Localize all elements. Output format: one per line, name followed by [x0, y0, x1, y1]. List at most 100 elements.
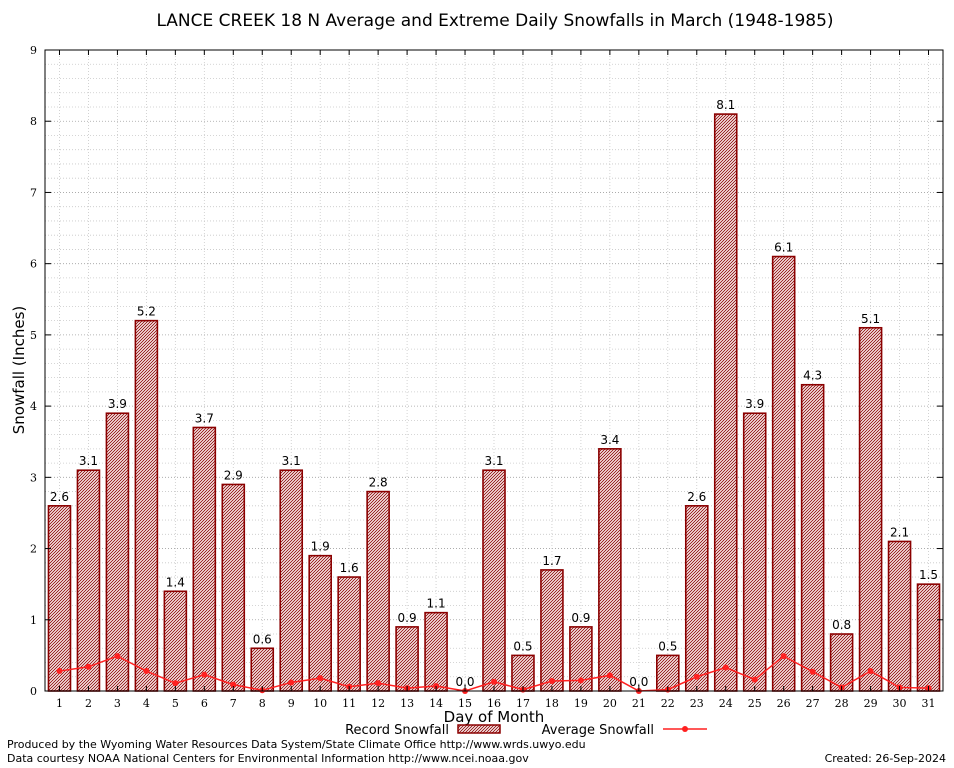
bar	[337, 576, 361, 692]
bar	[800, 383, 825, 692]
bar-value-label: 2.8	[369, 476, 388, 490]
bar	[366, 490, 390, 692]
bar-value-label: 1.4	[166, 575, 185, 589]
x-tick-label: 16	[487, 697, 501, 710]
legend-average-label: Average Snowfall	[542, 723, 654, 738]
bar	[279, 469, 304, 692]
x-tick-label: 1	[56, 697, 63, 710]
bar-value-label: 3.1	[79, 454, 98, 468]
bar-value-label: 2.9	[224, 468, 243, 482]
bar	[742, 412, 767, 692]
bar-value-label: 1.6	[340, 561, 359, 575]
bar	[771, 255, 796, 692]
bar-value-label: 0.9	[398, 611, 417, 625]
average-point	[114, 653, 121, 660]
x-tick-label: 14	[429, 697, 443, 710]
bar	[395, 626, 419, 692]
x-tick-label: 15	[458, 697, 472, 710]
x-tick-label: 12	[371, 697, 385, 710]
plot-frame	[44, 49, 944, 692]
bar-value-label: 1.7	[542, 554, 561, 568]
average-point	[693, 673, 700, 680]
bar-value-label: 3.7	[195, 411, 214, 425]
average-point	[375, 680, 382, 687]
average-point	[809, 668, 816, 675]
x-tick-label: 24	[719, 697, 733, 710]
bar-value-labels: 2.6 3.1 3.9 5.2 1.4 3.7 2.9 0.6 3.1 1.9 1.6 2.8 0.9 1…	[50, 98, 938, 689]
y-tick-label: 6	[30, 258, 37, 271]
bar	[192, 426, 217, 692]
legend-average-marker	[682, 726, 688, 732]
y-tick-label: 4	[30, 400, 37, 413]
y-tick-label: 7	[30, 186, 37, 199]
average-point	[577, 677, 584, 684]
bar-value-label: 0.8	[832, 618, 851, 632]
x-tick-label: 8	[259, 697, 266, 710]
bar	[482, 469, 506, 692]
bar	[308, 554, 332, 692]
bar	[250, 647, 275, 692]
average-point	[201, 671, 208, 678]
average-point	[751, 676, 758, 683]
bar	[163, 590, 188, 692]
bar-value-label: 3.9	[108, 397, 127, 411]
y-tick-label: 1	[30, 614, 37, 627]
bar	[916, 583, 941, 692]
bar	[221, 483, 246, 692]
x-tick-label: 26	[777, 697, 791, 710]
x-tick-label: 6	[201, 697, 208, 710]
y-tick-label: 0	[30, 685, 37, 698]
y-axis-label: Snowfall (Inches)	[10, 306, 28, 434]
bar	[887, 540, 912, 692]
x-tick-label: 22	[661, 697, 675, 710]
average-point	[780, 653, 787, 660]
x-tick-label: 28	[835, 697, 849, 710]
average-point	[143, 668, 150, 675]
bar-value-label: 0.5	[658, 639, 677, 653]
bar	[598, 448, 622, 692]
x-tick-label: 4	[143, 697, 150, 710]
x-tick-label: 29	[864, 697, 878, 710]
bar-value-label: 0.6	[253, 632, 272, 646]
average-point	[317, 675, 324, 682]
bar-value-label: 0.9	[571, 611, 590, 625]
bar-value-label: 1.9	[311, 540, 330, 554]
x-tick-label: 30	[893, 697, 907, 710]
y-tick-label: 5	[30, 329, 37, 342]
footer-data-courtesy: Data courtesy NOAA National Centers for …	[7, 752, 529, 765]
bar	[713, 113, 738, 692]
bar-value-label: 0.0	[629, 675, 648, 689]
legend-record-label: Record Snowfall	[345, 723, 449, 738]
x-tick-label: 9	[288, 697, 295, 710]
bar-value-label: 1.5	[919, 568, 938, 582]
y-tick-label: 2	[30, 543, 37, 556]
bar	[134, 319, 159, 692]
bar	[540, 569, 564, 692]
bar-value-label: 0.0	[455, 675, 474, 689]
footer-produced-by: Produced by the Wyoming Water Resources …	[7, 738, 586, 751]
y-tick-label: 3	[30, 471, 37, 484]
average-point	[722, 664, 729, 671]
bar	[858, 326, 883, 692]
x-tick-label: 5	[172, 697, 179, 710]
y-tick-label: 8	[30, 115, 37, 128]
bar-value-label: 5.1	[861, 312, 880, 326]
bar-value-label: 1.1	[427, 597, 446, 611]
bar-value-label: 6.1	[774, 241, 793, 255]
bar-value-label: 3.4	[600, 433, 619, 447]
x-tick-label: 19	[574, 697, 588, 710]
bars	[47, 113, 941, 692]
bar-value-label: 3.1	[484, 454, 503, 468]
x-tick-label: 2	[85, 697, 92, 710]
average-point	[288, 679, 295, 686]
x-tick-label: 3	[114, 697, 121, 710]
x-tick-label: 31	[922, 697, 936, 710]
average-point	[172, 680, 179, 687]
footer-created: Created: 26-Sep-2024	[824, 752, 946, 765]
average-point	[548, 678, 555, 685]
bar	[76, 469, 101, 692]
bar-value-label: 2.6	[50, 490, 69, 504]
bar	[47, 505, 72, 692]
